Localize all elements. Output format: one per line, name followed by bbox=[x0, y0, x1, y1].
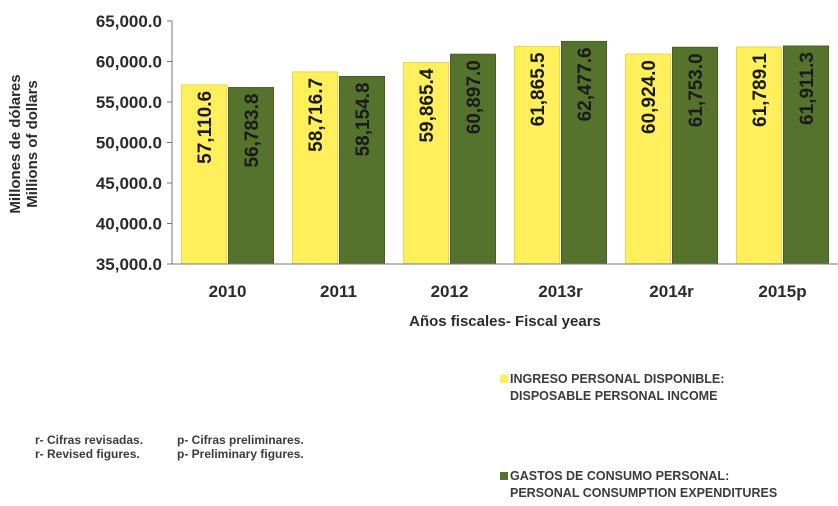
bar bbox=[672, 46, 718, 265]
legend-item-disposable-income: INGRESO PERSONAL DISPONIBLE: DISPOSABLE … bbox=[500, 371, 724, 405]
data-label: 61,753.0 bbox=[686, 53, 707, 127]
data-label: 59,865.4 bbox=[417, 68, 438, 142]
data-label: 61,789.1 bbox=[750, 53, 771, 127]
x-tick-label: 2014r bbox=[649, 282, 694, 301]
y-tick-label: 60,000.0 bbox=[96, 53, 162, 72]
legend-label-line2: DISPOSABLE PERSONAL INCOME bbox=[510, 389, 718, 403]
bar bbox=[561, 40, 607, 265]
bar bbox=[228, 87, 274, 265]
legend-label-line1: INGRESO PERSONAL DISPONIBLE: bbox=[510, 372, 725, 386]
legend-label-line1: GASTOS DE CONSUMO PERSONAL: bbox=[510, 469, 730, 483]
y-tick-label: 65,000.0 bbox=[96, 12, 162, 31]
bar bbox=[339, 75, 385, 265]
legend-swatch-yellow bbox=[500, 375, 508, 383]
data-label: 56,783.8 bbox=[242, 94, 263, 168]
y-tick-label: 50,000.0 bbox=[96, 134, 162, 153]
x-tick-label: 2012 bbox=[431, 282, 469, 301]
bar-chart: 35,000.0 40,000.0 45,000.0 50,000.0 55,000.0… bbox=[7, 12, 838, 330]
bar bbox=[514, 45, 560, 265]
x-tick-label: 2011 bbox=[320, 282, 357, 301]
legend-swatch-green bbox=[500, 472, 508, 480]
y-axis-title: Millones de dólares bbox=[7, 74, 24, 213]
note-revised: r- Cifras revisadas. r- Revised figures. bbox=[35, 433, 143, 461]
legend-label-line2: PERSONAL CONSUMPTION EXPENDITURES bbox=[510, 486, 778, 500]
note-preliminary: p- Cifras preliminares. p- Preliminary f… bbox=[177, 433, 304, 461]
bar bbox=[783, 45, 829, 265]
x-tick-label: 2013r bbox=[538, 282, 583, 301]
data-label: 61,865.5 bbox=[528, 52, 549, 126]
legend-item-consumption-expenditures: GASTOS DE CONSUMO PERSONAL: PERSONAL CON… bbox=[500, 468, 777, 502]
note-revised-en: r- Revised figures. bbox=[35, 447, 140, 461]
note-prelim-es: p- Cifras preliminares. bbox=[177, 433, 304, 447]
data-label: 60,897.0 bbox=[464, 60, 485, 134]
x-tick-label: 2010 bbox=[209, 282, 247, 301]
y-tick-label: 35,000.0 bbox=[96, 255, 162, 274]
x-tick-label: 2015p bbox=[758, 282, 806, 301]
data-label: 58,154.8 bbox=[353, 82, 374, 156]
y-tick-label: 45,000.0 bbox=[96, 174, 162, 193]
data-label: 57,110.6 bbox=[195, 91, 216, 164]
data-label: 60,924.0 bbox=[639, 60, 660, 134]
data-label: 58,716.7 bbox=[306, 78, 327, 152]
bar bbox=[403, 62, 449, 265]
data-label: 61,911.3 bbox=[797, 52, 818, 125]
data-label: 62,477.6 bbox=[575, 47, 596, 121]
bar bbox=[450, 53, 496, 265]
bar bbox=[292, 71, 338, 265]
note-prelim-en: p- Preliminary figures. bbox=[177, 447, 304, 461]
x-axis-title: Años fiscales- Fiscal years bbox=[409, 313, 601, 330]
y-axis-title: Millions of dollars bbox=[24, 80, 41, 208]
note-revised-es: r- Cifras revisadas. bbox=[35, 433, 144, 447]
y-tick-label: 40,000.0 bbox=[96, 215, 162, 234]
y-tick-label: 55,000.0 bbox=[96, 93, 162, 112]
bar bbox=[181, 84, 227, 265]
bar bbox=[736, 46, 782, 265]
